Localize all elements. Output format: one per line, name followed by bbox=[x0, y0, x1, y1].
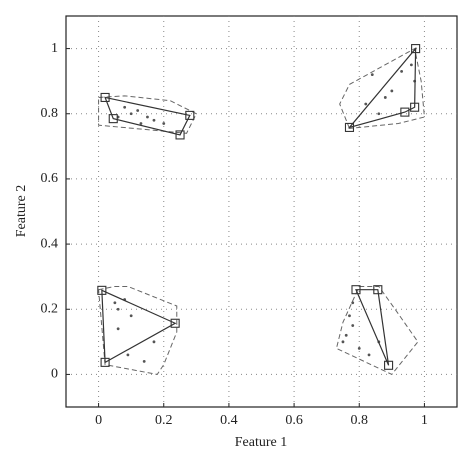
point bbox=[116, 327, 120, 331]
point bbox=[139, 122, 143, 125]
y-tick-label: 0.4 bbox=[41, 236, 59, 251]
polygon-outline bbox=[104, 96, 191, 136]
point bbox=[367, 353, 371, 357]
point bbox=[390, 89, 394, 93]
point bbox=[370, 73, 374, 77]
point bbox=[377, 112, 381, 116]
point bbox=[126, 353, 130, 357]
hull-outline bbox=[335, 285, 419, 376]
vertex-marker bbox=[185, 110, 195, 120]
vertex-marker bbox=[100, 92, 110, 103]
x-tick-label: 0 bbox=[95, 413, 102, 428]
point bbox=[152, 340, 156, 344]
point bbox=[123, 105, 127, 109]
x-tick-label: 0.6 bbox=[285, 413, 303, 428]
vertex-marker bbox=[97, 285, 107, 295]
point bbox=[142, 359, 146, 363]
y-tick-label: 0 bbox=[51, 367, 58, 382]
point bbox=[344, 333, 348, 337]
point bbox=[383, 96, 387, 99]
point bbox=[351, 324, 355, 327]
vertex-marker bbox=[411, 44, 421, 54]
vertex-marker bbox=[384, 360, 394, 370]
point bbox=[129, 314, 133, 318]
point bbox=[113, 301, 117, 305]
x-tick-label: 0.2 bbox=[155, 413, 173, 428]
y-tick-label: 0.2 bbox=[41, 301, 59, 316]
polygon-outline bbox=[355, 289, 390, 366]
x-tick-label: 0.4 bbox=[220, 413, 238, 428]
vertex-marker bbox=[170, 318, 180, 328]
vertex-marker bbox=[100, 357, 110, 367]
y-tick-label: 0.6 bbox=[41, 171, 59, 186]
vertex-marker bbox=[410, 102, 420, 112]
hull-outline bbox=[98, 285, 178, 375]
point bbox=[400, 69, 404, 73]
y-tick-label: 0.8 bbox=[41, 106, 59, 121]
polygon-outline bbox=[347, 46, 417, 129]
hull-outline bbox=[98, 95, 198, 134]
vertex-marker bbox=[175, 130, 185, 140]
point bbox=[162, 122, 166, 125]
vertex-marker bbox=[400, 107, 410, 117]
point bbox=[136, 109, 140, 112]
x-tick-label: 1 bbox=[421, 413, 428, 428]
polygon-outline bbox=[101, 289, 177, 364]
point bbox=[409, 63, 413, 67]
point bbox=[348, 314, 351, 318]
point bbox=[129, 112, 133, 116]
vertex-marker bbox=[373, 285, 383, 295]
point bbox=[364, 102, 368, 106]
plot-frame bbox=[65, 15, 458, 408]
point bbox=[152, 118, 156, 122]
y-axis-label: Feature 2 bbox=[14, 185, 29, 237]
vertex-marker bbox=[108, 114, 118, 124]
x-tick-label: 0.8 bbox=[351, 413, 369, 428]
point bbox=[116, 307, 120, 311]
vertex-marker bbox=[344, 122, 355, 132]
point bbox=[341, 340, 345, 344]
point bbox=[357, 346, 361, 350]
y-tick-label: 1 bbox=[51, 41, 58, 56]
vertex-marker bbox=[351, 285, 361, 295]
hull-outline bbox=[339, 47, 425, 129]
point bbox=[351, 301, 355, 305]
point bbox=[146, 115, 149, 119]
x-axis-label: Feature 1 bbox=[235, 435, 287, 450]
